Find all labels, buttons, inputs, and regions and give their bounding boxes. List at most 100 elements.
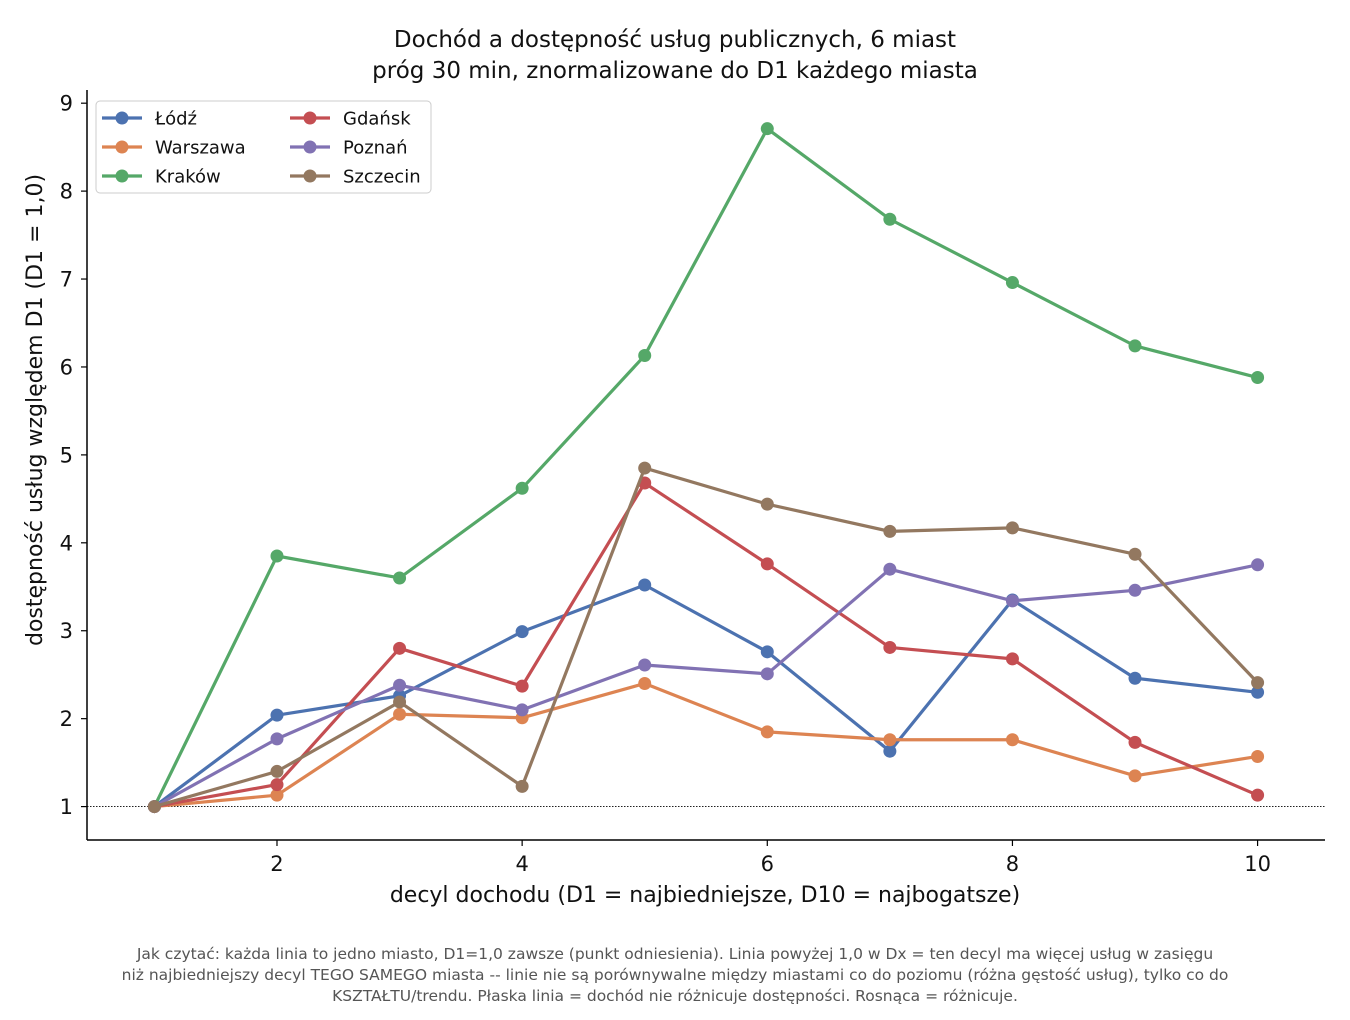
data-point [393,571,407,585]
legend-marker [115,140,129,154]
data-point [883,212,897,226]
chart-title-line-2: próg 30 min, znormalizowane do D1 każdeg… [372,58,978,84]
data-point [270,549,284,563]
data-point [883,733,897,747]
data-point [638,349,652,363]
data-point [270,708,284,722]
data-point [515,779,529,793]
series-Gdańsk [147,476,1265,814]
series-line [153,563,1258,808]
data-point [638,658,652,672]
data-point [1251,749,1265,763]
series-Szczecin [147,461,1265,814]
reading-note: Jak czytać: każda linia to jedno miasto,… [40,944,1310,1007]
data-point [1251,676,1265,690]
data-point [1251,558,1265,572]
y-tick-label: 7 [60,268,73,292]
data-point [270,778,284,792]
x-tick-label: 6 [761,852,774,876]
legend-label: Łódź [154,109,197,130]
series-Warszawa [147,676,1265,814]
y-tick-label: 2 [60,707,73,731]
data-point [1005,733,1019,747]
legend-label: Kraków [155,167,221,188]
legend-label: Szczecin [343,167,421,188]
legend-item: Kraków [102,167,221,188]
data-point [760,725,774,739]
legend-label: Gdańsk [343,109,411,130]
legend-marker [115,169,129,183]
y-tick-label: 3 [60,619,73,643]
y-tick-label: 9 [60,92,73,116]
series-Łódź [147,578,1265,814]
data-point [638,461,652,475]
data-point [1251,788,1265,802]
data-point [1128,735,1142,749]
data-point [638,578,652,592]
series-line [153,466,1259,809]
x-tick-label: 2 [270,852,283,876]
data-point [393,641,407,655]
data-point [760,122,774,136]
data-point [1128,769,1142,783]
data-point [1005,276,1019,290]
y-tick-label: 8 [60,180,73,204]
data-point [515,481,529,495]
x-tick-label: 8 [1006,852,1019,876]
data-point [393,678,407,692]
legend-label: Warszawa [155,138,246,159]
legend-item: Warszawa [102,138,246,159]
legend-marker [303,140,317,154]
data-point [515,625,529,639]
y-tick-label: 6 [60,355,73,379]
data-point [883,524,897,538]
legend-item: Łódź [102,109,197,130]
data-point [393,707,407,721]
x-tick-label: 10 [1244,852,1271,876]
data-point [883,562,897,576]
data-point [1128,339,1142,353]
data-point [1128,671,1142,685]
data-point [1251,371,1265,385]
y-tick-label: 1 [60,795,73,819]
reading-note-line-3: KSZTAŁTU/trendu. Płaska linia = dochód n… [332,987,1018,1005]
legend-marker [303,111,317,125]
legend-label: Poznań [343,138,408,159]
data-point [760,497,774,511]
legend-marker [115,111,129,125]
y-tick-label: 4 [60,531,73,555]
y-tick-label: 5 [60,443,73,467]
data-point [760,667,774,681]
series-line [154,481,1259,809]
legend-marker [303,169,317,183]
legend-box [95,100,432,194]
data-point [270,788,284,802]
series-line [154,681,1258,809]
legend: Łódź Warszawa Kraków Gdańsk Poznań Szczecin [95,100,432,194]
x-tick-label: 4 [515,852,528,876]
series-line [153,583,1258,808]
legend-item: Poznań [290,138,408,159]
legend-item: Gdańsk [290,109,411,130]
data-point [1005,521,1019,535]
data-point [638,676,652,690]
data-point [883,640,897,654]
data-point [760,557,774,571]
series-group [147,122,1265,814]
reading-note-line-1: Jak czytać: każda linia to jedno miasto,… [136,945,1214,963]
data-point [760,645,774,659]
series-line [152,127,1258,808]
data-point [883,744,897,758]
data-point [393,695,407,709]
reading-note-line-2: niż najbiedniejszy decyl TEGO SAMEGO mia… [121,966,1229,984]
data-point [1128,547,1142,561]
data-point [515,679,529,693]
data-point [1251,685,1265,699]
data-point [270,764,284,778]
y-axis-label: dostępność usług względem D1 (D1 = 1,0) [23,174,48,646]
data-point [147,800,161,814]
chart-title-line-1: Dochód a dostępność usług publicznych, 6… [393,27,957,53]
data-point [1128,583,1142,597]
